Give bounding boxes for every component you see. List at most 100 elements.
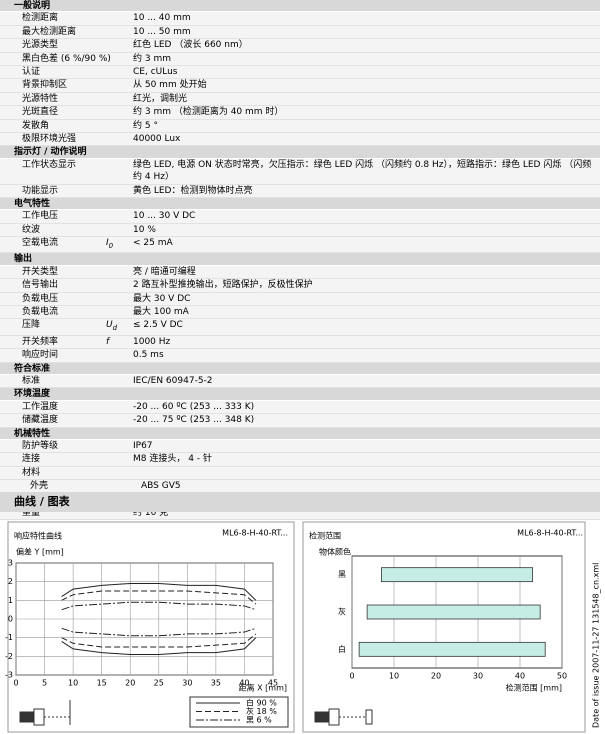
spec-value: ABS GV5 — [141, 481, 181, 492]
spec-label: 开关频率 — [22, 336, 59, 347]
spec-value: 最大 30 V DC — [133, 293, 191, 304]
spec-row: 负载电流 最大 100 mA — [0, 306, 600, 320]
symbol: U — [106, 320, 113, 331]
spec-value: 最大 100 mA — [133, 307, 189, 318]
spec-row: 纹波 10 % — [0, 223, 600, 238]
spec-row: 标准 IEC/EN 60947-5-2 — [0, 374, 600, 389]
section-title: 符合标准 — [0, 362, 600, 375]
section-title: 机械特性 — [0, 427, 600, 440]
curve — [61, 590, 257, 605]
spec-label: 负载电流 — [22, 307, 59, 318]
spec-value: IP67 — [133, 440, 153, 451]
spec-value: 0.5 ms — [133, 350, 164, 361]
y-label: 偏差 Y [mm] — [16, 547, 64, 557]
bar — [358, 641, 546, 657]
spec-row: 背景抑制区 从 50 mm 处开始 — [0, 79, 600, 93]
category-label: 黑 — [338, 570, 346, 579]
spec-row: 光源特性 红光，调制光 — [0, 92, 600, 107]
spec-value: -20 ... 75 ºC (253 ... 348 K) — [133, 415, 255, 426]
spec-label: 黑白色差 (6 %/90 %) — [22, 53, 111, 64]
x-tick-label: 10 — [389, 672, 399, 681]
spec-label: 工作温度 — [22, 401, 59, 412]
sensor-icon — [19, 700, 373, 726]
spec-label: 背景抑制区 — [22, 80, 68, 91]
x-tick-label: 45 — [268, 679, 278, 688]
section-title: 输出 — [0, 253, 600, 266]
spec-row: 储藏温度 -20 ... 75 ºC (253 ... 348 K) — [0, 414, 600, 428]
spec-symbol: f — [106, 336, 133, 348]
spec-row: 开关类型 亮 / 暗通可编程 — [0, 265, 600, 280]
spec-row: 开关频率 f 1000 Hz — [0, 335, 600, 350]
model: ML6-8-H-40-RT... — [222, 529, 288, 538]
y-tick-label: 3 — [8, 559, 13, 568]
spec-label: 外壳 — [30, 481, 49, 492]
spec-label: 工作状态显示 — [22, 159, 77, 170]
spec-row: 空载电流 I0 < 25 mA — [0, 237, 600, 254]
spec-label: 光斑直径 — [22, 107, 59, 118]
curve — [61, 583, 257, 601]
spec-value: 约 3 mm （检测距离为 40 mm 时） — [133, 107, 284, 118]
spec-label: 储藏温度 — [22, 415, 59, 426]
x-tick-label: 20 — [125, 679, 135, 688]
spec-value: 10 % — [133, 224, 156, 235]
spec-value: 红色 LED （波长 660 nm） — [133, 40, 248, 51]
x-tick-label: 10 — [68, 679, 78, 688]
section-title: 一般说明 — [0, 0, 600, 13]
y-tick-label: 0 — [8, 615, 13, 624]
spec-symbol: I0 — [106, 237, 133, 252]
spec-label: 最大检测距离 — [22, 26, 77, 37]
spec-value: ≤ 2.5 V DC — [133, 320, 183, 331]
legend-label: 灰 18 % — [246, 706, 277, 716]
bar — [366, 604, 541, 620]
panel — [302, 521, 586, 733]
spec-label: 响应时间 — [22, 350, 59, 361]
x-label: 距离 X [mm] — [239, 683, 287, 693]
spec-label: 防护等级 — [22, 440, 59, 451]
spec-label: 信号输出 — [22, 280, 59, 291]
spec-label: 功能显示 — [22, 185, 59, 196]
y-tick-label: -2 — [5, 652, 13, 661]
section-title: 指示灯 / 动作说明 — [0, 146, 600, 159]
spec-value: 约 3 mm — [133, 53, 171, 64]
spec-label: 连接 — [22, 454, 41, 465]
x-tick-label: 0 — [349, 672, 354, 681]
spec-label: 认证 — [22, 67, 41, 78]
spec-value: < 25 mA — [133, 238, 173, 249]
spec-label: 光源类型 — [22, 40, 59, 51]
spec-value: 黄色 LED：检测到物体时点亮 — [133, 185, 253, 196]
spec-row: 连接 M8 连接头， 4 - 针 — [0, 453, 600, 467]
spec-label: 标准 — [22, 375, 41, 386]
spec-value: 2 路互补型推挽输出，短路保护，反极性保护 — [133, 280, 313, 291]
spec-value: 从 50 mm 处开始 — [133, 80, 207, 91]
spec-value: 1000 Hz — [133, 336, 171, 347]
spec-value: CE, cULus — [133, 67, 178, 78]
spec-label: 重量 — [22, 507, 41, 518]
spec-row: 防护等级 IP67 — [0, 439, 600, 454]
chart-title: 检测范围 — [309, 531, 341, 541]
spec-row: 黑白色差 (6 %/90 %) 约 3 mm — [0, 52, 600, 67]
x-tick-label: 30 — [473, 672, 483, 681]
category-label: 白 — [338, 644, 346, 654]
x-tick-label: 20 — [431, 672, 441, 681]
symbol: I — [106, 238, 109, 249]
model: ML6-8-H-40-RT... — [517, 529, 583, 538]
spec-row: 信号输出 2 路互补型推挽输出，短路保护，反极性保护 — [0, 279, 600, 293]
spec-row: 工作电压 10 ... 30 V DC — [0, 210, 600, 224]
x-tick-label: 40 — [239, 679, 249, 688]
curve — [61, 601, 257, 611]
spec-value: IEC/EN 60947-5-2 — [133, 375, 213, 386]
spec-value: M8 连接头， 4 - 针 — [133, 454, 212, 465]
symbol-sub: 0 — [108, 242, 114, 251]
section-title: 环境温度 — [0, 388, 600, 401]
y-tick-label: 2 — [8, 577, 13, 586]
chart-title: 响应特性曲线 — [14, 531, 62, 541]
spec-row: 光斑直径 约 3 mm （检测距离为 40 mm 时） — [0, 106, 600, 120]
spec-value: 红光，调制光 — [133, 93, 188, 104]
spec-label: 纹波 — [22, 224, 41, 235]
spec-value: 约 10 克 — [133, 507, 169, 518]
spec-label: 检测距离 — [22, 13, 59, 24]
x-tick-label: 40 — [515, 672, 525, 681]
legend-label: 白 90 % — [246, 698, 277, 708]
spec-row: 光源类型 红色 LED （波长 660 nm） — [0, 39, 600, 53]
